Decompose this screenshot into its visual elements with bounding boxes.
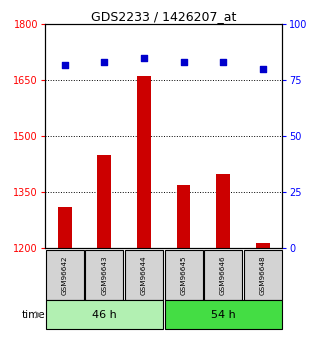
Point [141,55,146,60]
Bar [85,250,123,300]
Text: GSM96646: GSM96646 [220,256,226,295]
Bar [204,250,242,300]
Text: GSM96644: GSM96644 [141,256,147,295]
Text: GSM96645: GSM96645 [180,256,187,295]
Point [221,59,226,65]
Text: GSM96648: GSM96648 [260,256,266,295]
Point [102,59,107,65]
Text: GSM96643: GSM96643 [101,256,107,295]
Bar [177,185,190,248]
Text: time: time [22,310,45,320]
Bar [244,250,282,300]
Point [181,59,186,65]
Text: GSM96642: GSM96642 [62,256,68,295]
Text: 54 h: 54 h [211,310,236,320]
Bar [164,250,203,300]
Bar [164,300,282,329]
Title: GDS2233 / 1426207_at: GDS2233 / 1426207_at [91,10,236,23]
Bar [58,207,72,248]
Bar [97,155,111,248]
Bar [46,300,163,329]
Bar [256,243,270,248]
Point [260,66,265,72]
Bar [137,77,151,248]
Bar [125,250,163,300]
Bar [216,174,230,248]
Point [62,62,67,67]
Bar [46,250,84,300]
Text: 46 h: 46 h [92,310,117,320]
